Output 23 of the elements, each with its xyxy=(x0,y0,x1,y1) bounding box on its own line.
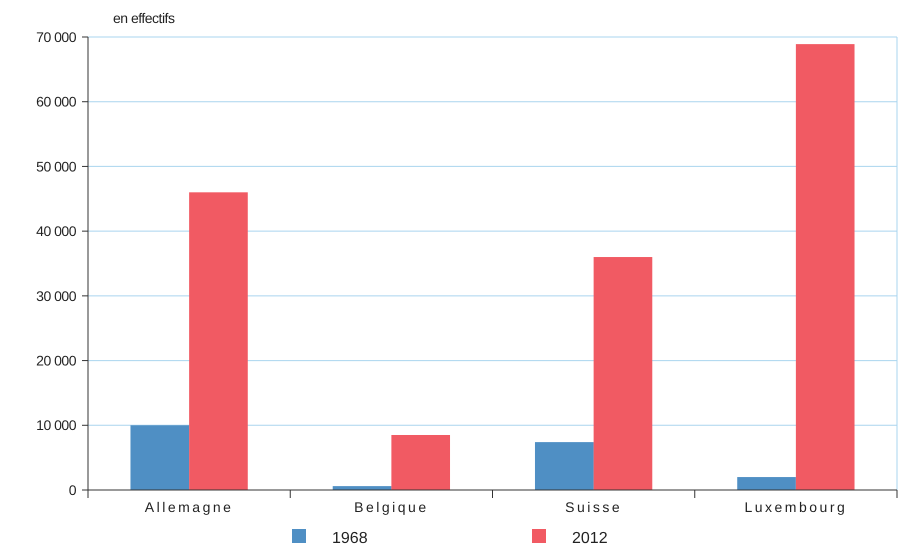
x-tick-label: Allemagne xyxy=(144,499,234,515)
x-tick-label: Belgique xyxy=(354,499,429,515)
bar xyxy=(594,257,652,490)
bar xyxy=(130,425,190,490)
bar xyxy=(737,477,796,490)
y-tick-label: 20 000 xyxy=(36,352,77,368)
bar xyxy=(332,486,392,490)
x-tick-label: Luxembourg xyxy=(744,499,848,515)
y-axis-title: en effectifs xyxy=(113,10,175,26)
bar xyxy=(391,434,450,490)
y-tick-label: 10 000 xyxy=(36,417,77,434)
y-tick-label: 60 000 xyxy=(36,94,77,110)
y-tick-label: 50 000 xyxy=(36,158,77,174)
bar xyxy=(534,442,594,490)
legend-label: 2012 xyxy=(572,530,608,547)
y-tick-label: 40 000 xyxy=(36,223,77,240)
bar xyxy=(796,44,855,490)
y-tick-label: 0 xyxy=(68,482,77,498)
x-tick-label: Suisse xyxy=(565,499,622,515)
bar xyxy=(189,192,248,490)
legend-label: 1968 xyxy=(332,530,368,547)
y-tick-label: 30 000 xyxy=(36,288,77,304)
y-tick-label: 70 000 xyxy=(36,28,77,45)
